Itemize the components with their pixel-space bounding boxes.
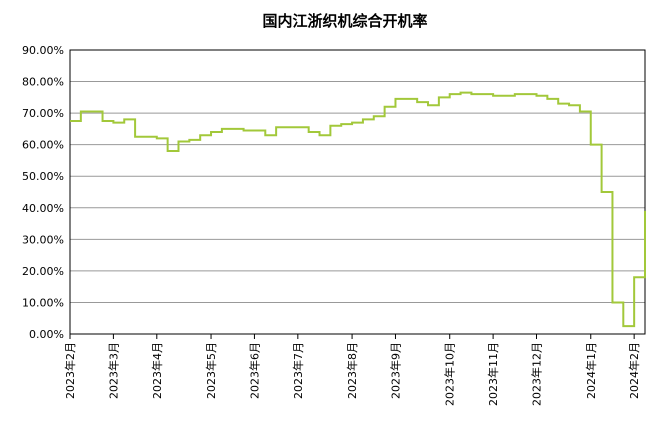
x-tick-label: 2023年5月	[204, 342, 218, 399]
x-tick-label: 2024年1月	[584, 342, 598, 399]
x-tick-label: 2023年11月	[486, 342, 500, 406]
y-tick-label: 30.00%	[22, 233, 64, 246]
x-tick-label: 2023年7月	[291, 342, 305, 399]
x-tick-label: 2023年12月	[530, 342, 544, 406]
plot-frame	[69, 49, 646, 335]
y-tick-label: 70.00%	[22, 107, 64, 120]
x-tick-label: 2023年3月	[106, 342, 120, 399]
x-tick-label: 2023年9月	[388, 342, 402, 399]
y-tick-label: 80.00%	[22, 76, 64, 89]
data-line	[70, 91, 646, 328]
x-tick-label: 2023年8月	[345, 342, 359, 399]
y-tick-label: 60.00%	[22, 139, 64, 152]
y-tick-label: 50.00%	[22, 170, 64, 183]
y-tick-label: 40.00%	[22, 202, 64, 215]
x-tick-label: 2023年2月	[63, 342, 77, 399]
x-tick-label: 2023年6月	[247, 342, 261, 399]
y-tick-label: 10.00%	[22, 296, 64, 309]
x-tick-label: 2023年10月	[443, 342, 457, 406]
y-tick-label: 0.00%	[29, 328, 64, 341]
x-tick-label: 2023年4月	[150, 342, 164, 399]
x-tick-label: 2024年2月	[627, 342, 641, 399]
y-tick-label: 90.00%	[22, 44, 64, 57]
chart-title: 国内江浙织机综合开机率	[262, 12, 427, 30]
y-tick-label: 20.00%	[22, 265, 64, 278]
